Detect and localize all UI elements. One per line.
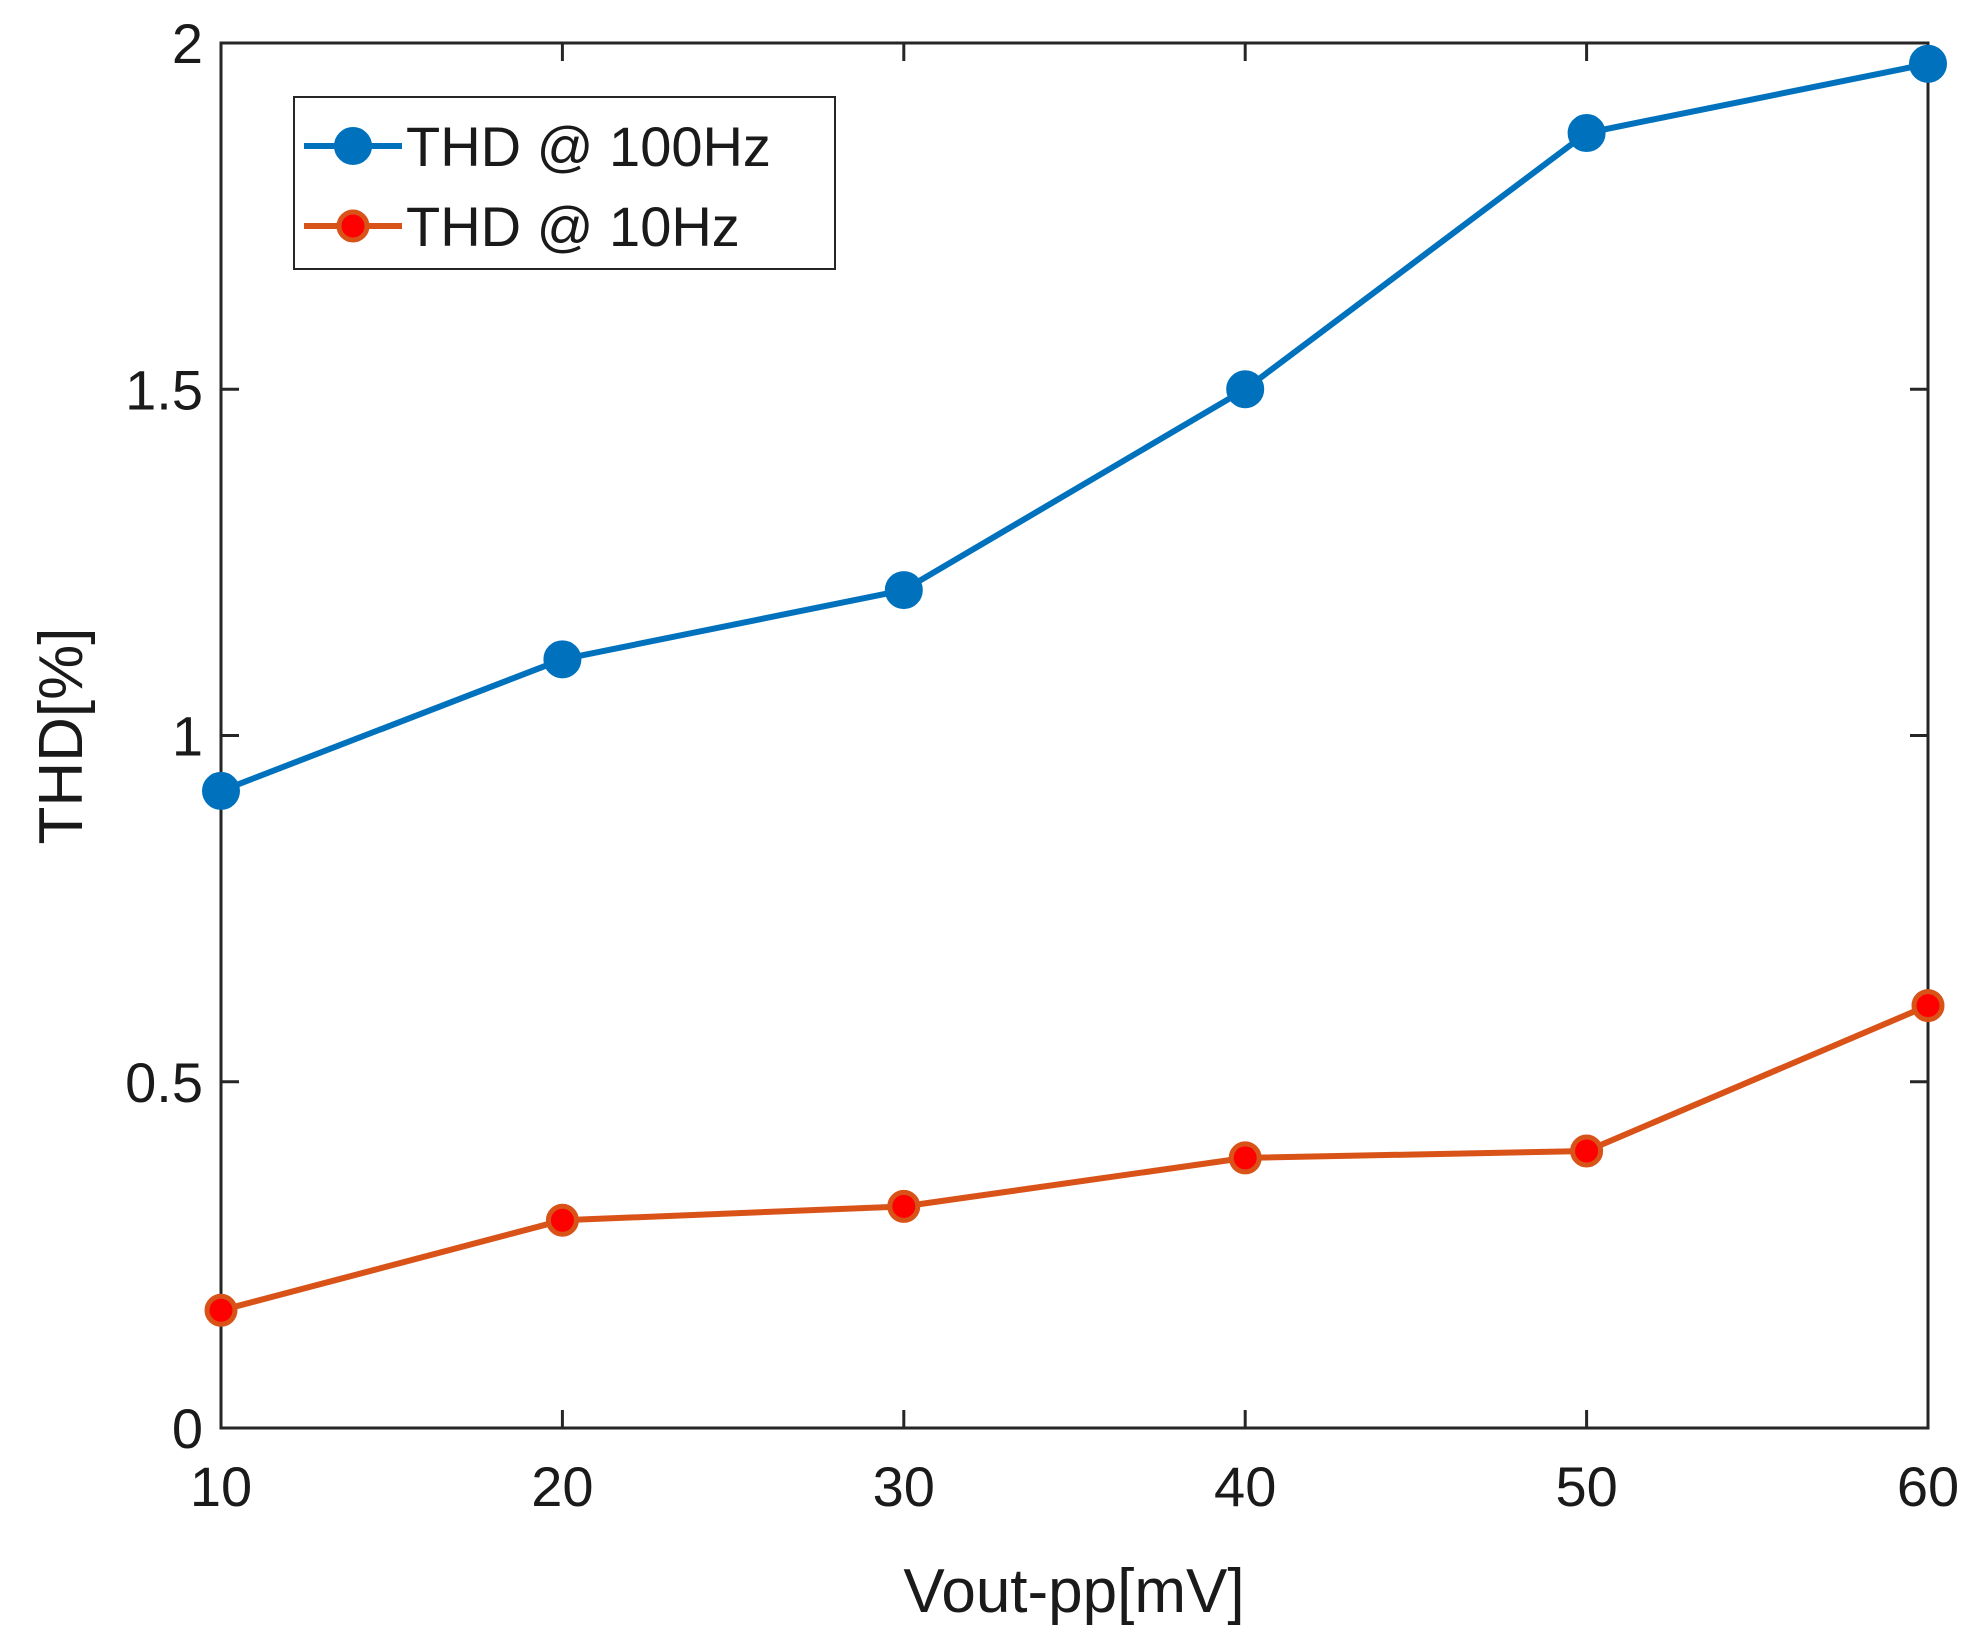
data-point-thd-10hz-40 — [1228, 1141, 1262, 1175]
data-point-thd-100hz-50 — [1567, 114, 1606, 153]
y-tick-labels: 0 0.5 1 1.5 2 — [125, 12, 203, 1460]
plot-area — [202, 41, 1947, 1430]
series-line-thd-10hz — [218, 1002, 1931, 1314]
y-tick-label-2: 2 — [172, 12, 203, 75]
y-tick-label-1: 1 — [172, 705, 203, 768]
series-thd-10hz — [204, 989, 1945, 1327]
data-point-thd-10hz-60 — [1911, 989, 1945, 1023]
x-axis-title: Vout-pp[mV] — [903, 1557, 1244, 1626]
y-tick-label-0-5: 0.5 — [125, 1051, 203, 1114]
y-axis-title: THD[%] — [27, 628, 96, 845]
legend-label-thd-10hz: THD @ 10Hz — [406, 195, 740, 258]
x-tick-label-60: 60 — [1897, 1455, 1959, 1518]
data-point-thd-100hz-20 — [543, 640, 582, 679]
axes-box — [219, 41, 1930, 1430]
x-tick-label-40: 40 — [1214, 1455, 1276, 1518]
y-tick-label-1-5: 1.5 — [125, 358, 203, 421]
data-point-thd-10hz-50 — [1570, 1134, 1604, 1168]
data-point-thd-10hz-10 — [204, 1293, 238, 1327]
data-point-thd-10hz-30 — [887, 1189, 921, 1223]
y-tick-label-0: 0 — [172, 1397, 203, 1460]
data-point-thd-100hz-10 — [202, 771, 240, 810]
axis-ticks — [219, 41, 1930, 1430]
series-thd-100hz — [202, 44, 1947, 810]
series-layer — [202, 44, 1947, 1327]
x-tick-label-20: 20 — [531, 1455, 593, 1518]
data-point-thd-100hz-30 — [884, 571, 923, 610]
data-point-thd-100hz-60 — [1909, 44, 1947, 83]
x-tick-label-10: 10 — [190, 1455, 252, 1518]
legend-marker-thd-100hz — [334, 127, 372, 165]
legend-item-thd-100hz: THD @ 100Hz — [304, 115, 771, 178]
legend-item-thd-10hz: THD @ 10Hz — [304, 195, 740, 258]
x-tick-label-30: 30 — [873, 1455, 935, 1518]
legend-label-thd-100hz: THD @ 100Hz — [406, 115, 771, 178]
legend-marker-thd-10hz — [336, 209, 370, 243]
x-tick-labels: 10 20 30 40 50 60 — [190, 1455, 1959, 1518]
legend-box — [293, 96, 836, 270]
x-tick-label-50: 50 — [1555, 1455, 1617, 1518]
data-point-thd-10hz-20 — [545, 1203, 579, 1237]
legend: THD @ 100Hz THD @ 10Hz — [293, 96, 836, 270]
series-line-thd-100hz — [218, 60, 1931, 794]
data-point-thd-100hz-40 — [1226, 370, 1265, 409]
